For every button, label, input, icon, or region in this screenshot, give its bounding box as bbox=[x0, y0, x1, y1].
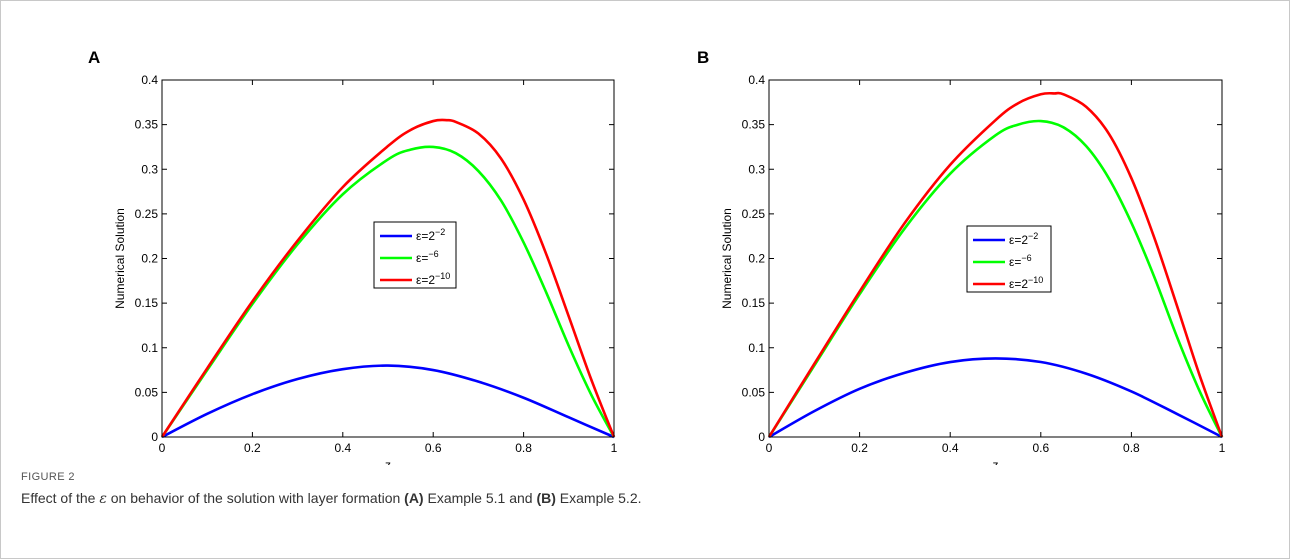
y-tick-label: 0.15 bbox=[135, 296, 159, 310]
x-tick-label: 0.2 bbox=[244, 441, 261, 455]
y-tick-label: 0.35 bbox=[742, 118, 766, 132]
figure-caption: Effect of the ε on behavior of the solut… bbox=[21, 490, 642, 507]
legend: ε=2−2 ε=−6 ε=2−10 bbox=[966, 225, 1052, 293]
y-tick-label: 0.05 bbox=[135, 385, 159, 399]
y-tick-label: 0.25 bbox=[742, 207, 766, 221]
x-tick-label: 0.6 bbox=[425, 441, 442, 455]
y-tick-label: 0.35 bbox=[135, 118, 159, 132]
series-line bbox=[160, 118, 616, 438]
series-line bbox=[767, 91, 1224, 438]
y-tick-label: 0.4 bbox=[748, 73, 765, 87]
series-line bbox=[767, 119, 1224, 438]
series-line bbox=[160, 145, 616, 438]
x-tick-label: 0.4 bbox=[334, 441, 351, 455]
caption-fragment: Effect of the bbox=[21, 490, 100, 506]
y-tick-label: 0 bbox=[151, 430, 158, 444]
y-tick-label: 0.05 bbox=[742, 385, 766, 399]
panel-label-a: A bbox=[88, 48, 101, 67]
y-axis-title: Numerical Solution bbox=[720, 208, 734, 309]
y-tick-label: 0.2 bbox=[748, 252, 765, 266]
series-line bbox=[768, 357, 1223, 439]
legend-entry: ε=−6 bbox=[1009, 253, 1032, 269]
y-tick-label: 0.15 bbox=[742, 296, 766, 310]
x-axis-title: z bbox=[993, 458, 999, 465]
legend-box bbox=[966, 225, 1052, 293]
x-tick-label: 1 bbox=[1219, 441, 1226, 455]
y-tick-label: 0.2 bbox=[141, 252, 158, 266]
y-tick-label: 0 bbox=[758, 430, 765, 444]
x-tick-label: 0 bbox=[766, 441, 773, 455]
caption-panel-ref: (A) bbox=[404, 490, 424, 506]
legend: ε=2−2 ε=−6 ε=2−10 bbox=[373, 221, 457, 289]
panel-label-b: B bbox=[697, 48, 710, 67]
series-line bbox=[161, 364, 615, 439]
caption-panel-ref: (B) bbox=[536, 490, 556, 506]
legend-entry: ε=2−10 bbox=[416, 271, 450, 287]
axes-box bbox=[161, 79, 615, 438]
legend-entry: ε=−6 bbox=[416, 249, 439, 265]
legend-entry: ε=2−10 bbox=[1009, 275, 1043, 291]
x-tick-label: 0.2 bbox=[851, 441, 868, 455]
x-tick-label: 0.6 bbox=[1032, 441, 1049, 455]
caption-symbol: ε bbox=[99, 491, 107, 507]
y-tick-label: 0.25 bbox=[135, 207, 159, 221]
chart-panel-b: 0 0.05 0.1 0.15 0.2 0.25 0.3 0.35 0.4 0 0.2 0.4 0.6 0… bbox=[720, 73, 1226, 465]
x-axis-title: z bbox=[385, 458, 391, 465]
x-tick-label: 0.8 bbox=[515, 441, 532, 455]
y-axis-title: Numerical Solution bbox=[113, 208, 127, 309]
y-tick-label: 0.3 bbox=[748, 162, 765, 176]
figure-label: FIGURE 2 bbox=[21, 471, 75, 483]
y-tick-label: 0.1 bbox=[748, 341, 765, 355]
x-tick-label: 0 bbox=[159, 441, 166, 455]
x-tick-label: 1 bbox=[611, 441, 618, 455]
caption-fragment: Example 5.1 and bbox=[423, 490, 537, 506]
axes-box bbox=[768, 79, 1223, 438]
caption-fragment: Example 5.2. bbox=[555, 490, 642, 506]
x-tick-label: 0.8 bbox=[1123, 441, 1140, 455]
legend-box bbox=[373, 221, 457, 289]
y-tick-label: 0.3 bbox=[141, 162, 158, 176]
y-tick-label: 0.1 bbox=[141, 341, 158, 355]
y-tick-label: 0.4 bbox=[141, 73, 158, 87]
caption-fragment: on behavior of the solution with layer f… bbox=[106, 490, 405, 506]
x-tick-label: 0.4 bbox=[942, 441, 959, 455]
chart-panel-a: 0 0.05 0.1 0.15 0.2 0.25 0.3 0.35 0.4 0 0.2 0.4 0.6 0… bbox=[113, 73, 618, 465]
legend-entry: ε=2−2 bbox=[416, 227, 445, 243]
legend-entry: ε=2−2 bbox=[1009, 231, 1038, 247]
